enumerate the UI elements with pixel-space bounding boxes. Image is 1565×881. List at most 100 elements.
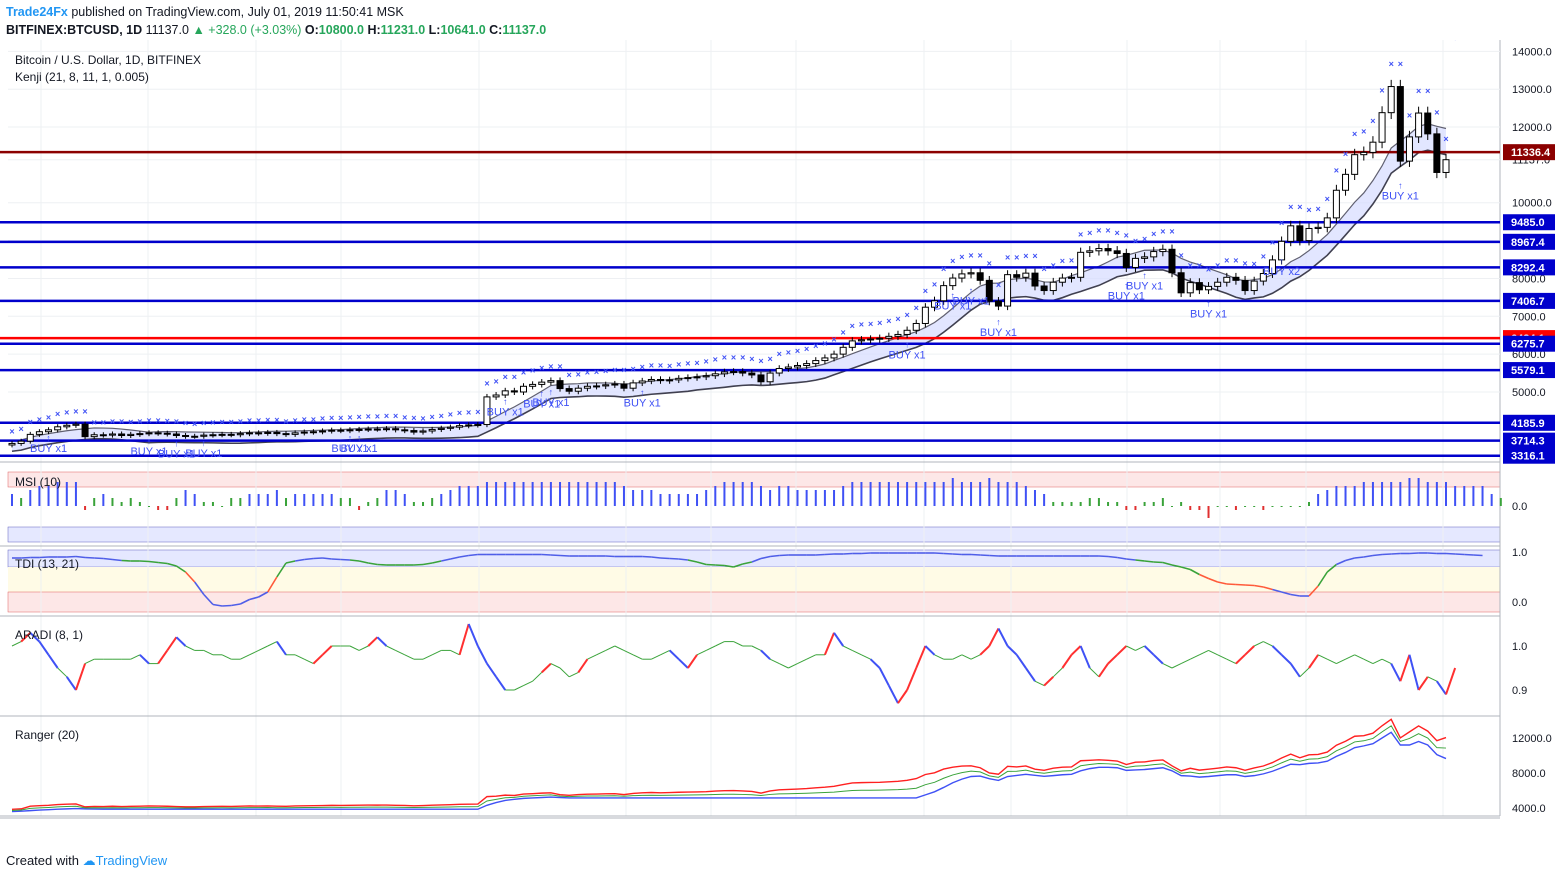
msi-bar: [1143, 502, 1146, 506]
msi-bar: [632, 490, 635, 506]
candle-body: [1122, 252, 1130, 268]
msi-bar: [348, 498, 351, 506]
header: Trade24Fx published on TradingView.com, …: [6, 3, 1506, 39]
aradi-segment: [1190, 654, 1200, 660]
msi-bar: [102, 494, 105, 506]
candle-body: [1095, 248, 1103, 252]
kenji-marker: ×: [567, 370, 572, 380]
msi-bar: [339, 498, 342, 506]
aradi-segment: [240, 654, 250, 660]
tdi-segment: [1199, 573, 1209, 580]
tdi-segment: [1391, 552, 1401, 555]
tradingview-link[interactable]: TradingView: [95, 853, 168, 868]
msi-bar: [312, 494, 315, 506]
aradi-segment: [1372, 658, 1383, 665]
kenji-marker: ×: [713, 355, 718, 365]
buy-signal-label: BUY x1: [1437, 40, 1474, 43]
msi-bar: [1463, 486, 1466, 506]
msi-bar: [586, 482, 589, 506]
candle-body: [72, 423, 80, 426]
kenji-marker: ×: [137, 416, 142, 426]
tdi-segment: [715, 564, 725, 567]
msi-bar: [1125, 506, 1128, 510]
kenji-marker: ×: [850, 321, 855, 331]
tdi-segment: [148, 560, 159, 564]
kenji-marker: ×: [758, 356, 763, 366]
price-pane[interactable]: × × × × × × × × × × × × × × × × × × × × × × × × × × × × × × × × × × × × × × × ×…: [0, 40, 1500, 461]
aradi-pane[interactable]: ARADI (8, 1): [11, 623, 1457, 704]
msi-bar: [979, 482, 982, 506]
buy-signal-label: BUY x1: [532, 397, 569, 409]
msi-bar: [1381, 482, 1384, 506]
msi-bar: [29, 490, 32, 506]
msi-bar: [942, 482, 945, 506]
candle-body: [1259, 273, 1267, 282]
kenji-marker: ×: [594, 367, 599, 377]
msi-bar: [1262, 506, 1265, 510]
msi-bar: [111, 498, 114, 506]
candle-body: [593, 385, 601, 388]
kenji-marker: ×: [1215, 260, 1220, 270]
buy-arrow: ↑: [46, 433, 51, 443]
tdi-segment: [1226, 583, 1236, 586]
msi-bar: [997, 482, 1000, 506]
kenji-marker: ×: [256, 415, 261, 425]
candle-body: [456, 425, 464, 428]
aradi-segment: [651, 654, 661, 660]
candle-body: [821, 357, 829, 362]
aradi-segment: [431, 649, 442, 656]
buy-arrow: ↑: [348, 433, 353, 443]
msi-bar: [1472, 486, 1475, 506]
candle-body: [812, 360, 820, 365]
symbol-label: BITFINEX:BTCUSD, 1D: [6, 23, 143, 37]
msi-bar: [1280, 506, 1283, 507]
tdi-segment: [660, 557, 670, 560]
tdi-pane[interactable]: TDI (13, 21): [12, 552, 1483, 607]
tdi-segment: [1382, 553, 1392, 556]
kenji-marker: ×: [904, 310, 909, 320]
created-with-label: Created with: [6, 853, 79, 868]
tdi-segment: [779, 554, 789, 557]
ranger-pane[interactable]: Ranger (20): [11, 718, 1447, 813]
kenji-marker: ×: [539, 363, 544, 373]
aradi-segment: [596, 649, 606, 656]
msi-bar: [148, 506, 151, 507]
kenji-marker: ×: [676, 359, 681, 369]
candle-body: [1387, 86, 1395, 114]
tdi-segment: [1345, 557, 1355, 562]
publisher-name[interactable]: Trade24Fx: [6, 5, 68, 19]
buy-arrow: ↑: [1279, 256, 1284, 266]
kenji-marker: ×: [1178, 251, 1183, 261]
msi-bar: [1061, 502, 1064, 506]
msi-bar: [869, 482, 872, 506]
aradi-segment: [395, 649, 405, 656]
aradi-segment: [1381, 658, 1392, 665]
aradi-segment: [1043, 676, 1054, 687]
candle-body: [1396, 86, 1404, 162]
aradi-segment: [705, 645, 716, 651]
kenji-marker: ×: [420, 414, 425, 424]
tdi-title: TDI (13, 21): [15, 557, 79, 571]
candle-body: [437, 427, 445, 430]
msi-bar: [833, 490, 836, 506]
tdi-segment: [121, 559, 131, 562]
candle-body: [1141, 256, 1149, 259]
kenji-marker: ×: [731, 352, 736, 362]
chart-area[interactable]: × × × × × × × × × × × × × × × × × × × × × × × × × × × × × × × × × × × × × × × ×…: [0, 40, 1565, 820]
aradi-tick-label: 0.9: [1512, 685, 1527, 697]
msi-bar: [403, 494, 406, 506]
candle-body: [903, 329, 911, 335]
msi-bar: [796, 490, 799, 506]
aradi-segment: [1280, 654, 1292, 665]
buy-arrow: ↑: [540, 388, 545, 398]
tdi-segment: [340, 558, 350, 561]
candle-body: [1168, 248, 1176, 274]
msi-bar: [458, 486, 461, 506]
kenji-marker: ×: [1060, 256, 1065, 266]
candle-body: [282, 433, 290, 436]
tdi-segment: [706, 563, 716, 566]
tdi-segment: [824, 553, 835, 556]
msi-pane[interactable]: MSI (10): [11, 475, 1502, 518]
tdi-segment: [1363, 554, 1374, 558]
kenji-marker: ×: [630, 364, 635, 374]
